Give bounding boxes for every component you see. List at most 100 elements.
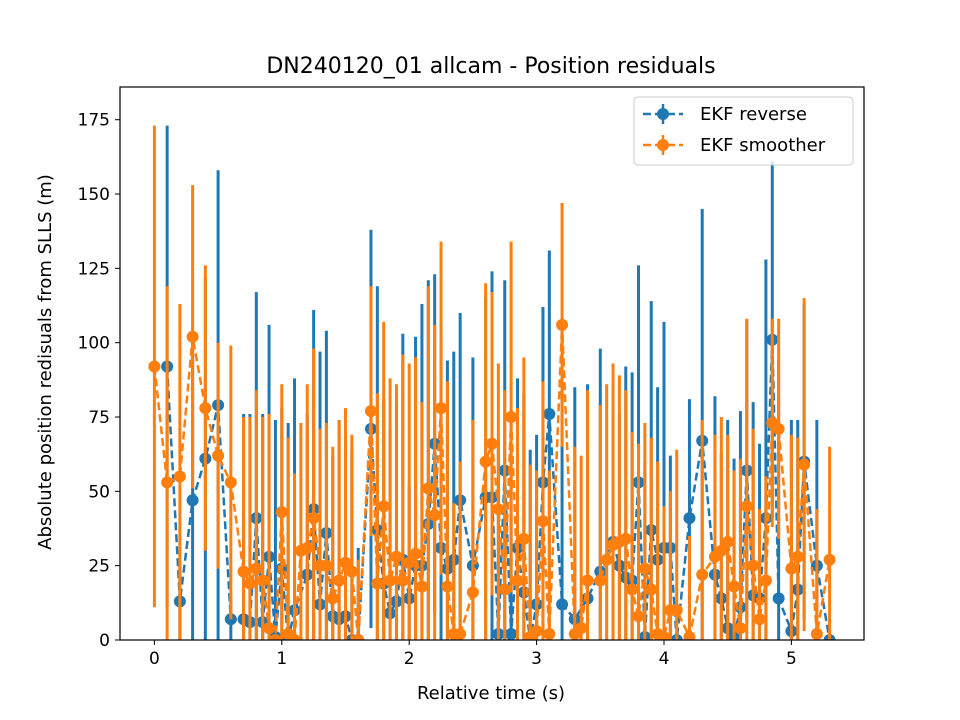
legend-box	[633, 96, 854, 166]
y-axis: 0 25 50 75 100 125 150 175	[78, 111, 120, 651]
data-point-smoother	[307, 512, 320, 525]
data-point-reverse	[772, 592, 785, 605]
data-point-smoother	[441, 580, 454, 593]
legend-entry-smoother: EKF smoother	[643, 135, 826, 156]
data-point-smoother	[594, 574, 607, 587]
y-tick-label: 25	[88, 557, 110, 577]
x-tick-label: 5	[786, 649, 797, 669]
x-tick-label: 0	[149, 649, 160, 669]
data-point-smoother	[161, 476, 174, 489]
data-point-smoother	[772, 422, 785, 435]
data-point-smoother	[715, 544, 728, 557]
data-point-smoother	[785, 562, 798, 575]
data-point-smoother	[747, 559, 760, 572]
data-point-reverse	[556, 598, 569, 611]
legend-label-reverse: EKF reverse	[700, 104, 807, 125]
legend: EKF reverse EKF smoother	[633, 96, 854, 166]
legend-marker-reverse	[657, 108, 669, 120]
data-point-smoother	[632, 610, 645, 623]
data-point-smoother	[823, 553, 836, 566]
data-point-smoother	[454, 628, 467, 640]
y-tick-label: 0	[99, 631, 110, 651]
data-point-smoother	[256, 574, 269, 587]
data-point-smoother	[479, 455, 492, 468]
data-point-smoother	[721, 535, 734, 548]
plot-area	[148, 125, 836, 640]
chart-title: DN240120_01 allcam - Position residuals	[266, 54, 715, 79]
x-axis: 0 1 2 3 4 5	[149, 640, 797, 669]
x-tick-label: 2	[404, 649, 415, 669]
legend-label-smoother: EKF smoother	[700, 135, 826, 156]
data-point-smoother	[377, 500, 390, 513]
data-point-smoother	[740, 500, 753, 513]
y-tick-label: 100	[78, 334, 110, 354]
data-point-smoother	[600, 553, 613, 566]
legend-entry-reverse: EKF reverse	[643, 104, 807, 125]
data-point-smoother	[339, 556, 352, 569]
data-point-smoother	[638, 562, 651, 575]
series-smoother	[148, 125, 836, 640]
data-point-smoother	[645, 583, 658, 596]
data-point-smoother	[517, 532, 530, 545]
data-point-smoother	[798, 458, 811, 471]
plot-frame	[119, 86, 865, 641]
data-point-smoother	[498, 583, 511, 596]
data-point-smoother	[352, 634, 365, 640]
data-point-smoother	[390, 550, 403, 563]
data-point-smoother	[199, 402, 212, 415]
y-axis-label: Absolute position redisuals from SLLS (m…	[35, 174, 56, 550]
data-point-reverse	[505, 628, 518, 640]
data-point-smoother	[148, 360, 161, 373]
data-point-smoother	[288, 634, 301, 640]
y-tick-label: 175	[78, 111, 110, 131]
x-axis-label: Relative time (s)	[417, 683, 565, 704]
y-tick-label: 150	[78, 185, 110, 205]
data-point-smoother	[657, 631, 670, 640]
data-point-smoother	[371, 577, 384, 590]
y-tick-label: 50	[88, 482, 110, 502]
data-point-smoother	[384, 574, 397, 587]
y-tick-label: 75	[88, 408, 110, 428]
data-point-smoother	[320, 559, 333, 572]
data-point-smoother	[696, 568, 709, 581]
data-point-smoother	[536, 515, 549, 528]
data-point-reverse	[683, 512, 696, 525]
data-point-smoother	[486, 437, 498, 450]
data-point-smoother	[415, 580, 428, 593]
data-point-smoother	[728, 580, 741, 593]
data-point-smoother	[492, 503, 505, 516]
data-point-smoother	[543, 628, 556, 640]
data-point-smoother	[581, 574, 594, 587]
data-point-smoother	[810, 628, 823, 640]
data-point-smoother	[556, 318, 569, 331]
data-point-smoother	[269, 634, 282, 640]
data-point-smoother	[212, 449, 225, 462]
x-tick-label: 1	[276, 649, 287, 669]
data-point-smoother	[422, 482, 435, 495]
series-layer	[148, 125, 836, 640]
data-point-smoother	[345, 565, 358, 578]
data-point-smoother	[186, 330, 199, 343]
data-point-smoother	[224, 476, 237, 489]
data-point-smoother	[791, 550, 804, 563]
data-point-smoother	[301, 541, 314, 554]
data-point-smoother	[275, 506, 288, 519]
data-point-smoother	[403, 556, 416, 569]
data-point-smoother	[364, 405, 377, 418]
data-point-smoother	[530, 625, 543, 638]
data-point-smoother	[326, 592, 339, 605]
data-point-smoother	[263, 622, 276, 635]
y-tick-label: 125	[78, 259, 110, 279]
data-point-smoother	[237, 565, 250, 578]
data-point-smoother	[734, 622, 747, 635]
data-point-smoother	[670, 604, 683, 617]
x-tick-label: 3	[531, 649, 542, 669]
data-point-smoother	[250, 562, 263, 575]
data-point-smoother	[466, 586, 479, 599]
data-point-smoother	[435, 402, 448, 415]
data-point-smoother	[753, 613, 766, 626]
data-point-smoother	[575, 622, 588, 635]
data-point-smoother	[333, 574, 346, 587]
data-point-smoother	[511, 574, 524, 587]
